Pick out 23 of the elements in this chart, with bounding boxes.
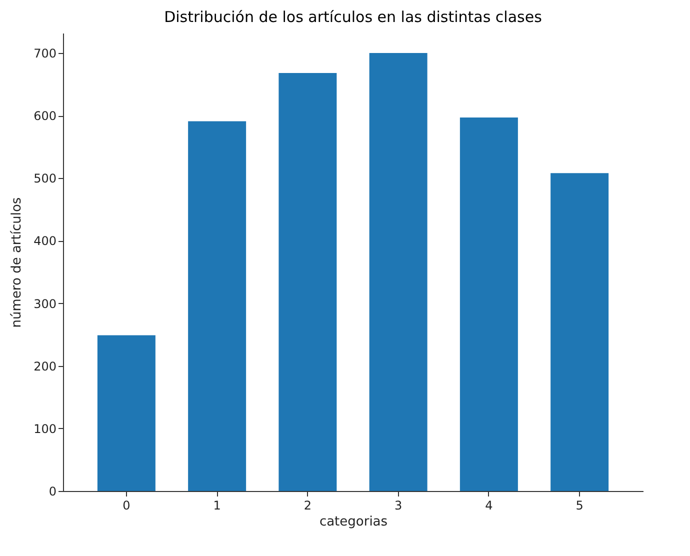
y-tick-label: 0 <box>48 484 56 498</box>
x-axis-title: categorias <box>319 514 388 530</box>
bar <box>188 121 246 491</box>
x-tick-label: 1 <box>213 498 221 512</box>
y-tick-label: 700 <box>34 46 56 61</box>
y-tick-label: 400 <box>34 234 56 248</box>
y-tick-label: 600 <box>34 109 56 124</box>
y-tick-label: 200 <box>34 359 56 374</box>
x-tick-label: 2 <box>304 498 312 512</box>
x-tick-label: 5 <box>576 498 584 512</box>
bar <box>97 335 156 491</box>
chart-title: Distribución de los artículos en las distintas clases <box>164 8 542 26</box>
bar <box>550 173 609 491</box>
x-tick-label: 3 <box>394 498 402 512</box>
bar <box>369 53 428 491</box>
y-tick-label: 500 <box>34 172 56 186</box>
bar <box>460 117 518 491</box>
x-tick-label: 4 <box>485 498 493 512</box>
y-tick-label: 300 <box>34 296 56 311</box>
bar <box>278 73 337 491</box>
y-axis-title: número de artículos <box>10 197 25 328</box>
x-tick-label: 0 <box>122 498 130 512</box>
y-tick-label: 100 <box>34 422 56 436</box>
